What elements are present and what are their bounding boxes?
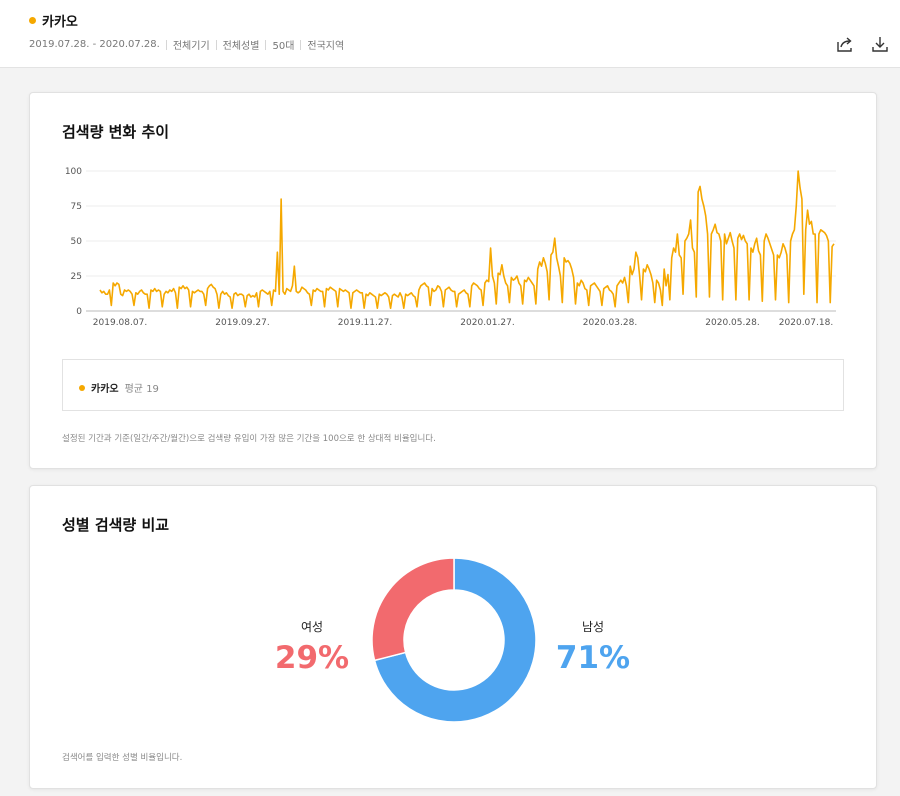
male-slice [373, 557, 537, 723]
gender-card: 성별 검색량 비교 여성 29% 남성 71% 검색어를 입력한 성별 비율입니… [29, 485, 877, 789]
legend-item: 카카오 평균 19 [79, 380, 159, 395]
male-percent: 71% [555, 640, 631, 676]
y-tick-label: 100 [65, 167, 82, 177]
share-icon [837, 37, 852, 52]
x-tick-label: 2020.03.28. [583, 318, 637, 328]
report-header: 카카오 2019.07.28. - 2020.07.28. 전체기기 전체성별 … [0, 0, 900, 68]
filter-device: 전체기기 [172, 41, 210, 52]
filter-period: 2019.07.28. - 2020.07.28. [29, 39, 160, 50]
x-tick-label: 2019.11.27. [338, 318, 392, 328]
series-line-kakao [99, 170, 835, 309]
keyword-color-dot [29, 17, 36, 24]
filter-divider [300, 39, 302, 50]
x-tick-label: 2020.01.27. [460, 318, 514, 328]
download-button[interactable] [871, 35, 889, 53]
legend-average: 평균 19 [124, 384, 159, 395]
trend-card: 검색량 변화 추이 0 25 50 75 100 2019.08.07. 2019.09.2… [29, 92, 877, 469]
female-label: 여성 [300, 620, 324, 634]
x-tick-label: 2020.05.28. [705, 318, 759, 328]
trend-legend: 카카오 평균 19 [62, 359, 844, 411]
keyword-title: 카카오 [29, 11, 78, 30]
share-button[interactable] [836, 35, 854, 53]
legend-color-dot [79, 384, 85, 391]
x-tick-label: 2020.07.18. [779, 318, 833, 328]
male-label: 남성 [581, 620, 605, 634]
legend-series-name: 카카오 [91, 384, 119, 395]
filter-summary: 2019.07.28. - 2020.07.28. 전체기기 전체성별 50대 … [29, 37, 344, 52]
gender-title: 성별 검색량 비교 [62, 516, 170, 534]
x-tick-label: 2019.09.27. [215, 318, 269, 328]
download-icon [872, 37, 888, 52]
y-tick-label: 0 [76, 307, 82, 317]
trend-title: 검색량 변화 추이 [62, 123, 170, 141]
filter-region: 전국지역 [307, 41, 345, 52]
filter-age: 50대 [272, 41, 295, 52]
y-tick-label: 75 [71, 202, 82, 212]
filter-divider [215, 39, 217, 50]
female-slice [371, 557, 455, 662]
trend-line-chart: 0 25 50 75 100 2019.08.07. 2019.09.27. 2019.11.… [65, 167, 836, 328]
gender-note: 검색어를 입력한 성별 비율입니다. [62, 753, 183, 763]
y-tick-label: 50 [71, 237, 83, 247]
x-tick-label: 2019.08.07. [93, 318, 147, 328]
keyword-label: 카카오 [42, 15, 78, 30]
trend-note: 설정된 기간과 기준(일간/주간/월간)으로 검색량 유입이 가장 많은 기간을… [62, 434, 436, 444]
female-percent: 29% [274, 640, 350, 676]
filter-divider [265, 39, 267, 50]
y-tick-label: 25 [71, 272, 82, 282]
filter-divider [165, 39, 167, 50]
gender-donut-chart [371, 557, 537, 723]
filter-gender: 전체성별 [222, 41, 260, 52]
